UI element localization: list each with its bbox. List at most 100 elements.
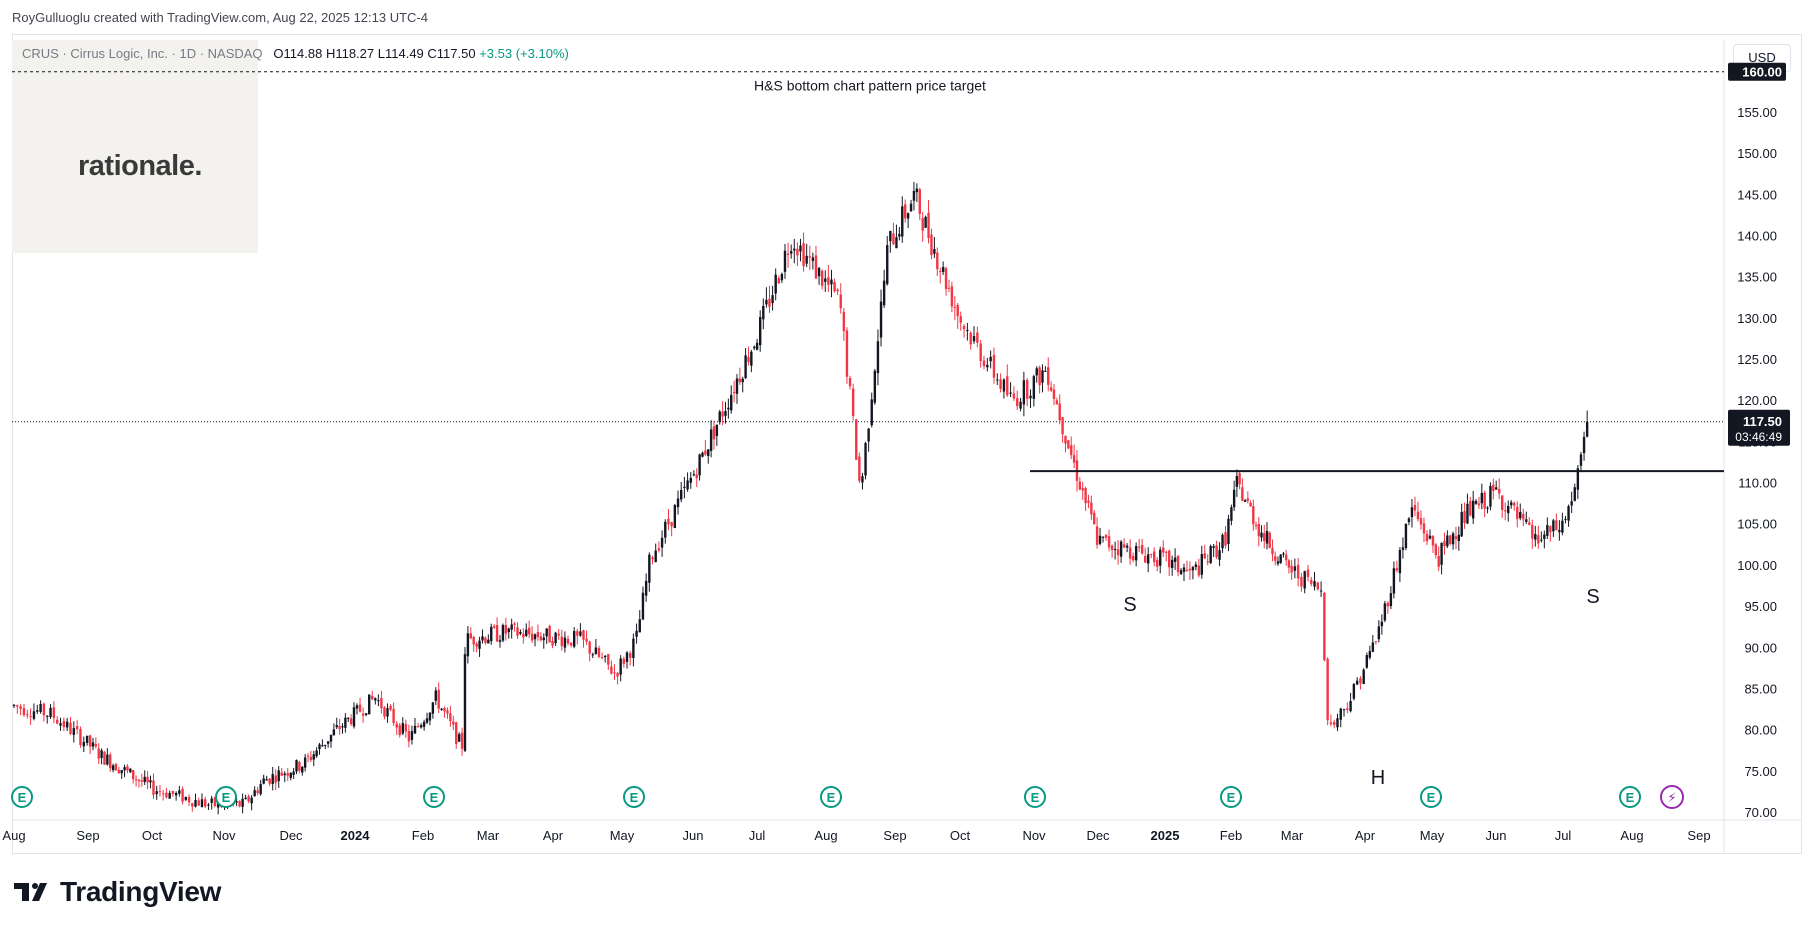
- candle-body: [1585, 421, 1589, 437]
- candle-body: [207, 804, 210, 806]
- legend-symbol[interactable]: CRUS · Cirrus Logic, Inc. · 1D · NASDAQ: [22, 46, 263, 61]
- candle-body: [1212, 546, 1215, 548]
- candle-body: [673, 505, 677, 529]
- candle-body: [536, 632, 540, 638]
- tradingview-brand[interactable]: TradingView: [14, 876, 221, 908]
- candle-body: [109, 754, 112, 769]
- candle-body: [858, 456, 861, 481]
- candle-body: [126, 766, 129, 771]
- candle-body: [1116, 549, 1120, 556]
- earnings-icon: [215, 786, 237, 808]
- time-tick-label: Mar: [477, 828, 500, 843]
- candle-body: [306, 755, 310, 757]
- candle-body: [941, 266, 945, 272]
- candle-body: [256, 790, 259, 794]
- earnings-icon-label: E: [222, 790, 231, 805]
- candle-body: [1029, 395, 1032, 399]
- price-tick-label: 110.00: [1738, 476, 1777, 491]
- candle-body: [392, 708, 395, 724]
- candle-body: [244, 797, 247, 800]
- candle-body: [802, 243, 805, 267]
- candle-body: [165, 792, 168, 798]
- candle-body: [876, 341, 880, 374]
- candle-body: [347, 717, 350, 719]
- candle-body: [1254, 524, 1258, 526]
- earnings-icon-label: E: [1227, 790, 1236, 805]
- candle-body: [1006, 376, 1009, 396]
- price-tick-label: 155.00: [1737, 105, 1777, 120]
- candle-body: [1346, 708, 1349, 710]
- candle-body: [452, 721, 455, 725]
- right-shoulder-label: S: [1586, 586, 1599, 608]
- candle-body: [827, 277, 830, 285]
- price-tick-label: 140.00: [1737, 228, 1777, 243]
- candle-body: [563, 637, 567, 648]
- candle-body: [572, 631, 576, 647]
- candle-body: [46, 715, 49, 717]
- candle-body: [1293, 566, 1297, 571]
- time-tick-label: Oct: [142, 828, 163, 843]
- time-tick-label: Mar: [1281, 828, 1304, 843]
- price-tick-label: 80.00: [1744, 723, 1777, 738]
- candle-body: [194, 799, 197, 807]
- candle-body: [1215, 545, 1218, 558]
- candle-body: [457, 734, 461, 742]
- candle-body: [286, 773, 289, 776]
- candle-body: [1022, 380, 1026, 405]
- candle-body: [1413, 504, 1417, 511]
- candle-body: [758, 317, 762, 346]
- candle-body: [989, 356, 992, 362]
- candle-body: [1035, 368, 1038, 376]
- candle-body: [1098, 535, 1102, 544]
- candle-body: [692, 474, 696, 476]
- symbol-legend[interactable]: CRUS · Cirrus Logic, Inc. · 1D · NASDAQ …: [22, 46, 569, 61]
- candle-body: [895, 237, 898, 249]
- candle-body: [808, 256, 811, 258]
- candle-body: [335, 725, 338, 728]
- candle-body: [178, 790, 181, 794]
- candle-body: [309, 756, 313, 761]
- candle-body: [1162, 547, 1165, 553]
- candle-body: [1362, 669, 1365, 684]
- candle-body: [870, 399, 873, 426]
- candle-body: [368, 694, 371, 715]
- earnings-icon-label: E: [18, 790, 27, 805]
- candle-body: [1209, 546, 1212, 563]
- candle-body: [428, 712, 432, 721]
- candle-body: [312, 754, 315, 760]
- candle-body: [1443, 540, 1446, 547]
- time-tick-label: Oct: [950, 828, 971, 843]
- candle-body: [1407, 518, 1411, 523]
- candle-body: [638, 619, 641, 633]
- candle-body: [1306, 569, 1310, 578]
- candle-body: [848, 378, 852, 387]
- candle-body: [830, 279, 833, 285]
- candle-body: [1038, 367, 1041, 386]
- candle-body: [1546, 525, 1549, 536]
- candle-body: [695, 474, 698, 479]
- candle-body: [755, 342, 759, 350]
- candle-body: [82, 741, 85, 747]
- candle-body: [683, 486, 686, 488]
- candle-body: [1359, 678, 1362, 684]
- candle-body: [879, 301, 883, 338]
- candle-body: [622, 658, 626, 664]
- candle-body: [1480, 492, 1484, 504]
- candle-body: [1265, 530, 1269, 544]
- time-tick-label: Nov: [1022, 828, 1046, 843]
- candle-body: [889, 230, 892, 242]
- candle-body: [1122, 544, 1126, 548]
- candle-body: [912, 190, 916, 201]
- candle-body: [1070, 445, 1073, 456]
- candle-body: [103, 751, 106, 765]
- candle-body: [1200, 554, 1203, 575]
- price-tick-label: 85.00: [1744, 681, 1777, 696]
- candle-body: [1434, 544, 1438, 556]
- candle-body: [431, 702, 435, 714]
- candle-body: [210, 798, 213, 803]
- candle-body: [789, 251, 793, 254]
- candle-body: [1032, 376, 1036, 399]
- candle-body: [1431, 536, 1435, 546]
- candle-body: [1454, 536, 1458, 539]
